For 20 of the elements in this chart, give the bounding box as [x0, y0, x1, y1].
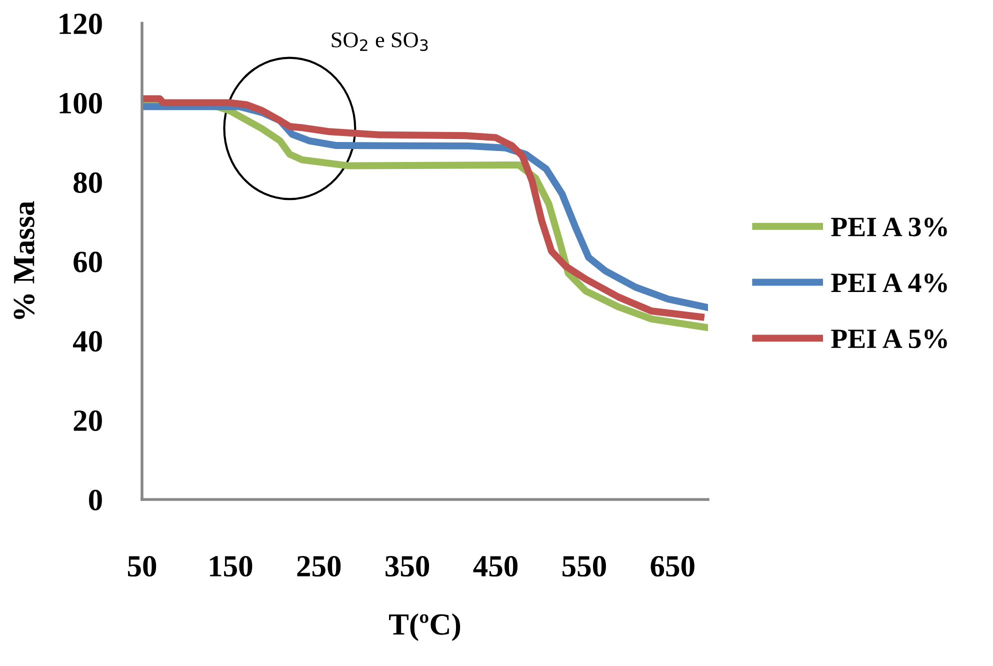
x-axis-title: T(ºC) — [389, 613, 460, 642]
y-tick-label: 60 — [74, 252, 102, 272]
x-tick-label: 450 — [473, 556, 518, 577]
x-tick-label: 350 — [386, 556, 430, 577]
y-tick-label: 20 — [74, 410, 102, 432]
x-tick-label: 250 — [297, 556, 341, 577]
y-tick-label: 100 — [60, 92, 102, 114]
x-tick-label: 550 — [562, 556, 606, 577]
y-tick-label: 80 — [74, 172, 102, 193]
x-tick-label: 650 — [650, 556, 694, 577]
x-tick-label: 50 — [128, 556, 156, 577]
y-tick-label: 0 — [88, 490, 102, 510]
y-tick-label: 120 — [60, 14, 102, 34]
y-tick-label: 40 — [72, 331, 102, 352]
y-axis-title: % Massa — [14, 201, 35, 319]
x-tick-label: 150 — [210, 556, 252, 577]
legend-label: PEI A 3% — [831, 218, 947, 236]
legend-label: PEI A 5% — [831, 329, 947, 348]
annotation: SO$_{2}$ e SO$_{3}$ — [332, 32, 428, 52]
legend-label: PEI A 4% — [831, 274, 947, 292]
